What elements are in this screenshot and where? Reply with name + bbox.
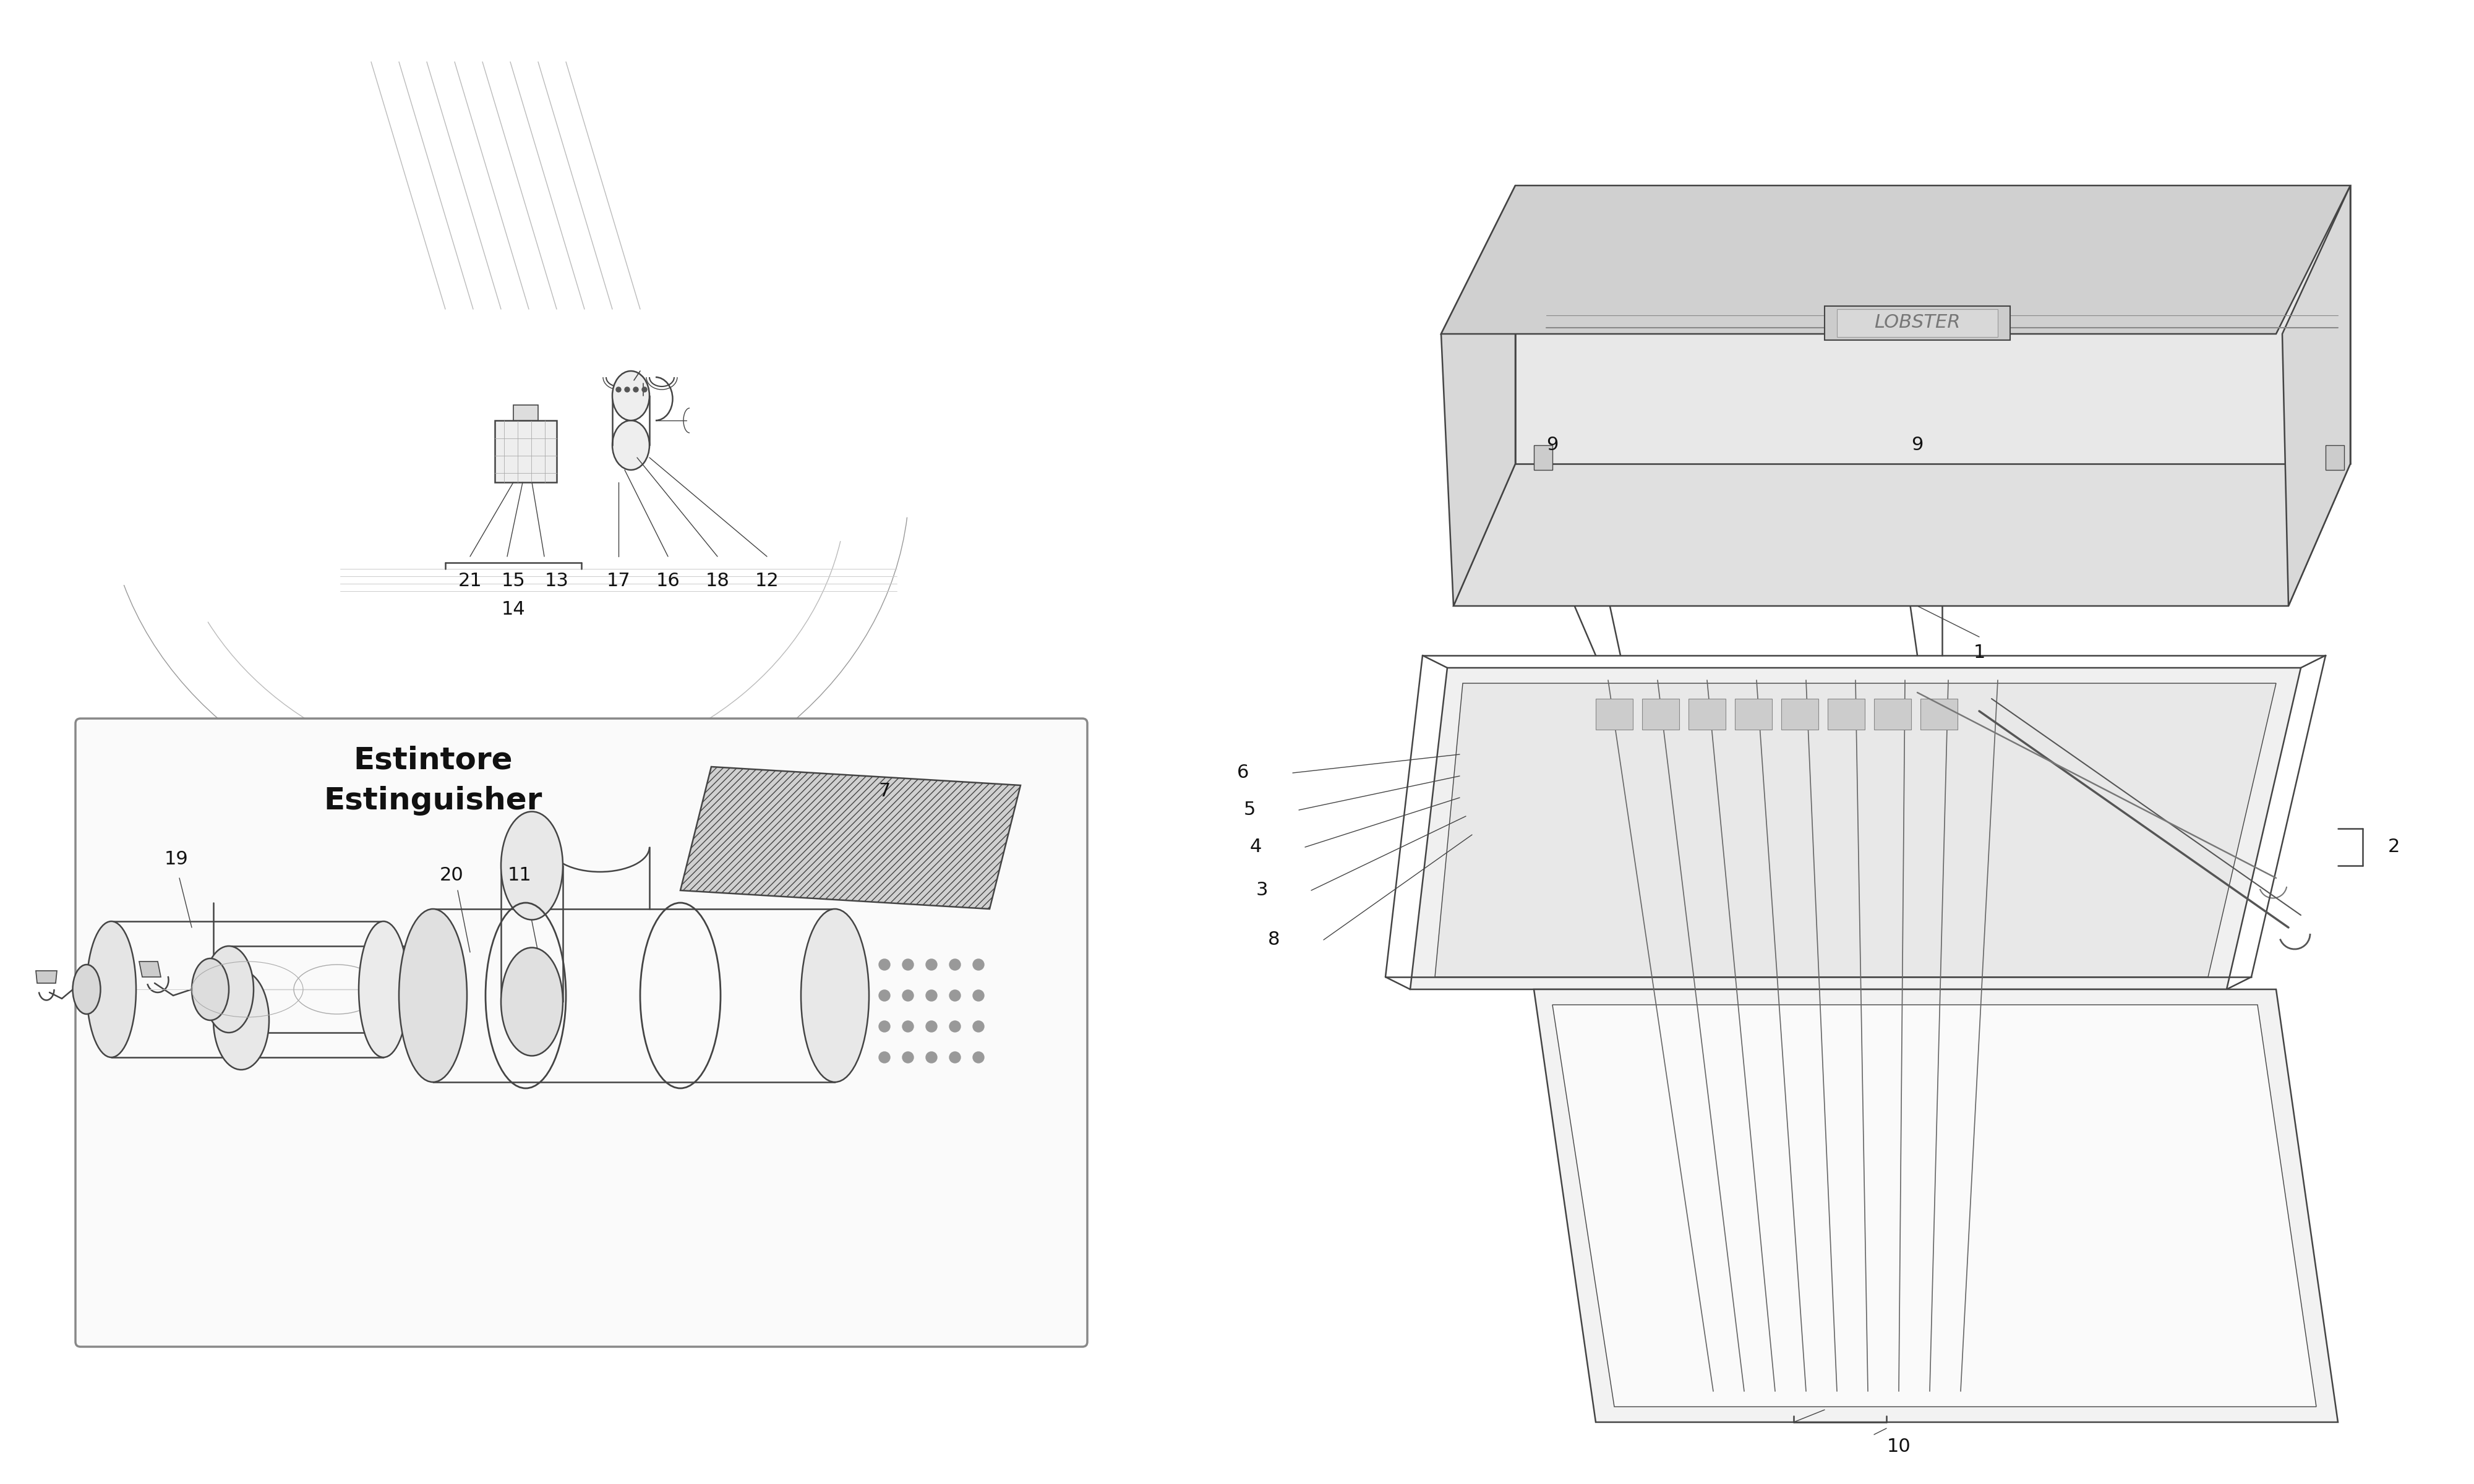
Polygon shape — [1514, 186, 2350, 463]
Circle shape — [616, 387, 621, 392]
Circle shape — [633, 387, 638, 392]
Bar — [1836, 309, 1999, 337]
Circle shape — [972, 1052, 985, 1063]
Polygon shape — [2281, 186, 2350, 605]
Text: LOBSTER: LOBSTER — [1875, 313, 1959, 332]
Text: 8: 8 — [1269, 930, 1279, 948]
Text: 5: 5 — [1244, 801, 1254, 819]
Circle shape — [950, 1052, 960, 1063]
Circle shape — [950, 990, 960, 1002]
Polygon shape — [2326, 445, 2345, 470]
Circle shape — [623, 387, 628, 392]
Polygon shape — [139, 962, 161, 976]
Text: 4: 4 — [1249, 838, 1262, 856]
Ellipse shape — [203, 947, 255, 1033]
Circle shape — [925, 990, 938, 1002]
Text: 18: 18 — [705, 573, 730, 591]
Ellipse shape — [87, 922, 136, 1057]
Polygon shape — [1435, 683, 2276, 976]
Polygon shape — [495, 420, 557, 482]
Circle shape — [643, 387, 648, 392]
Ellipse shape — [359, 922, 408, 1057]
Circle shape — [878, 1052, 891, 1063]
Ellipse shape — [398, 908, 468, 1082]
Circle shape — [878, 959, 891, 971]
Text: 10: 10 — [1888, 1438, 1910, 1456]
Circle shape — [972, 1021, 985, 1031]
Circle shape — [878, 990, 891, 1002]
Text: 2: 2 — [2387, 838, 2400, 856]
Text: 6: 6 — [1237, 764, 1249, 782]
Bar — [1875, 699, 1910, 730]
Polygon shape — [515, 405, 539, 420]
Text: 14: 14 — [502, 600, 524, 617]
Ellipse shape — [614, 420, 648, 470]
Circle shape — [925, 959, 938, 971]
Bar — [1643, 699, 1680, 730]
Polygon shape — [35, 971, 57, 982]
Circle shape — [903, 1052, 913, 1063]
Circle shape — [950, 959, 960, 971]
Text: 21: 21 — [458, 573, 482, 591]
Text: Estintore: Estintore — [354, 745, 512, 775]
Bar — [1828, 699, 1865, 730]
Text: 11: 11 — [507, 867, 532, 884]
Polygon shape — [1455, 463, 2350, 605]
Text: 12: 12 — [755, 573, 779, 591]
Text: 17: 17 — [606, 573, 631, 591]
Bar — [1920, 699, 1957, 730]
Ellipse shape — [500, 812, 564, 920]
Bar — [1781, 699, 1818, 730]
Text: 13: 13 — [544, 573, 569, 591]
Ellipse shape — [500, 948, 564, 1055]
Circle shape — [903, 959, 913, 971]
Circle shape — [972, 990, 985, 1002]
Polygon shape — [1534, 990, 2338, 1422]
Bar — [1596, 699, 1633, 730]
Text: 9: 9 — [1912, 436, 1922, 454]
Ellipse shape — [213, 971, 270, 1070]
Polygon shape — [1440, 186, 1514, 605]
Polygon shape — [1534, 445, 1554, 470]
Text: 16: 16 — [656, 573, 680, 591]
Bar — [1687, 699, 1727, 730]
Text: Estinguisher: Estinguisher — [324, 787, 542, 816]
Text: 1: 1 — [1974, 644, 1984, 662]
Ellipse shape — [614, 371, 648, 420]
Ellipse shape — [802, 908, 868, 1082]
Bar — [1734, 699, 1771, 730]
Bar — [1826, 306, 2009, 340]
Circle shape — [972, 959, 985, 971]
Text: 15: 15 — [502, 573, 524, 591]
Ellipse shape — [72, 965, 101, 1014]
Polygon shape — [1554, 1005, 2316, 1407]
FancyBboxPatch shape — [74, 718, 1089, 1347]
Circle shape — [878, 1021, 891, 1031]
Polygon shape — [680, 767, 1022, 908]
Text: 20: 20 — [440, 867, 463, 884]
Text: 3: 3 — [1257, 881, 1267, 899]
Circle shape — [903, 1021, 913, 1031]
Text: 9: 9 — [1546, 436, 1559, 454]
Ellipse shape — [193, 959, 228, 1021]
Text: 7: 7 — [878, 782, 891, 800]
Ellipse shape — [408, 947, 458, 1033]
Polygon shape — [1410, 668, 2301, 990]
Text: 19: 19 — [163, 850, 188, 868]
Circle shape — [903, 990, 913, 1002]
Polygon shape — [1440, 186, 2350, 334]
Circle shape — [925, 1052, 938, 1063]
Circle shape — [950, 1021, 960, 1031]
Circle shape — [925, 1021, 938, 1031]
